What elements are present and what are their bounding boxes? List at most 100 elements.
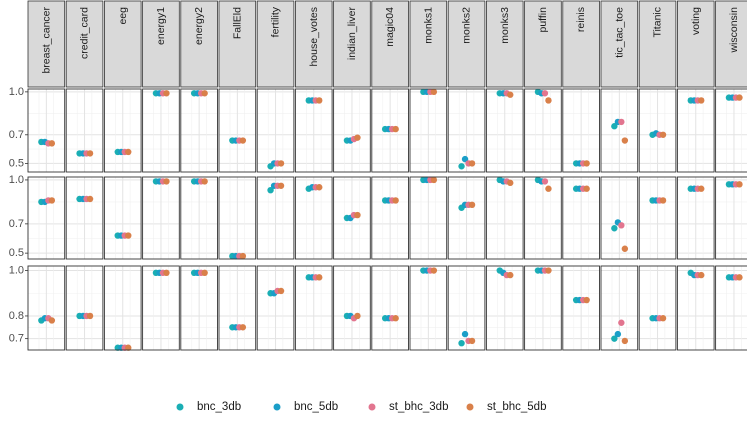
panel-border (409, 176, 448, 260)
facet-panel (371, 265, 409, 351)
y-tick-label: 1.0 (9, 265, 24, 277)
data-point (125, 344, 132, 351)
column-strip-background (142, 0, 180, 88)
data-point (392, 197, 399, 204)
facet-panel (103, 88, 142, 173)
legend-item: bnc_5db (273, 401, 338, 413)
column-strip-label: credit_card (79, 7, 91, 59)
facet-panel (371, 88, 409, 173)
panel-border (638, 265, 677, 351)
y-tick-label: 1.0 (9, 174, 24, 186)
data-point (277, 182, 285, 189)
column-strip: puffin (524, 0, 562, 88)
y-tick-label: 1.0 (9, 86, 24, 98)
column-strip-label: wisconsin (728, 7, 740, 54)
column-strip-background (27, 0, 66, 88)
data-point (267, 186, 274, 194)
panel-border (638, 88, 677, 173)
column-strip-label: monks1 (422, 7, 434, 44)
facet-panel (485, 176, 524, 260)
data-point (614, 330, 622, 338)
legend-label: st_bhc_5db (487, 401, 546, 413)
data-point (736, 94, 743, 101)
data-point (507, 179, 514, 187)
column-strip-background (524, 0, 562, 88)
data-point (239, 252, 247, 260)
column-strip-background (715, 0, 747, 88)
panel-border (562, 88, 600, 173)
legend-label: bnc_3db (197, 401, 241, 413)
facet-panel (715, 176, 747, 260)
column-strip-label: magic04 (384, 7, 396, 47)
facet-panel (294, 88, 333, 173)
column-strip-background (104, 0, 142, 88)
facet-panel (333, 176, 371, 260)
column-strip-label: monks2 (461, 7, 473, 44)
facet-panel (524, 176, 562, 260)
column-strip: eeg (104, 0, 142, 88)
panel-border (447, 265, 486, 351)
data-point (354, 211, 361, 219)
column-strip: voting (677, 0, 715, 88)
column-strip: monks3 (485, 0, 524, 88)
column-strip: tic_tac_toe (600, 0, 639, 88)
data-point (583, 160, 590, 167)
panel-border (447, 176, 486, 260)
panel-border (447, 88, 486, 173)
panel-border (371, 265, 409, 351)
data-point (239, 324, 247, 331)
data-point (201, 269, 208, 277)
panel-border (180, 265, 218, 351)
panel-border (409, 88, 448, 173)
facet-panel (409, 265, 448, 351)
data-point (618, 222, 625, 229)
legend-item: st_bhc_3db (368, 401, 448, 413)
facet-panel (524, 88, 562, 173)
facet-panel (256, 265, 295, 351)
facet-panel (447, 265, 486, 351)
data-point (698, 97, 705, 104)
column-strip-background (333, 0, 371, 88)
data-point (545, 185, 552, 192)
panel-border (676, 265, 715, 351)
facet-panel (600, 265, 639, 351)
data-point (507, 271, 514, 279)
facet-panel (256, 176, 295, 260)
facet-panel (638, 88, 677, 173)
panel-border (524, 265, 562, 351)
column-strip-label: tic_tac_toe (613, 7, 625, 58)
data-point (86, 150, 94, 157)
panel-border (218, 176, 257, 260)
column-strip: reinis (562, 0, 600, 88)
panel-background (715, 89, 747, 172)
panel-border (715, 88, 747, 173)
panel-border (333, 88, 371, 173)
facet-panel (600, 88, 639, 173)
panel-border (27, 176, 66, 260)
panel-border (142, 176, 180, 260)
column-strip-background (600, 0, 639, 88)
legend-marker (368, 403, 376, 411)
panel-border (524, 88, 562, 173)
data-point (583, 296, 590, 304)
data-point (461, 155, 469, 163)
column-strip: energy2 (180, 0, 218, 88)
facet-panel (218, 176, 257, 260)
data-point (354, 312, 361, 320)
facet-panel (27, 265, 66, 351)
panel-border (27, 88, 66, 173)
legend: bnc_3db bnc_5db st_bhc_3db st_bhc_5db (176, 401, 546, 413)
panel-border (294, 176, 333, 260)
data-point (659, 131, 667, 138)
data-point (48, 197, 56, 204)
panel-border (676, 176, 715, 260)
facet-panel (103, 176, 142, 260)
column-strip-background (371, 0, 409, 88)
data-point (736, 181, 743, 188)
facet-panel (562, 265, 600, 351)
facet-panel (294, 265, 333, 351)
data-point (163, 269, 170, 277)
panel-border (371, 176, 409, 260)
panel-border (103, 176, 142, 260)
